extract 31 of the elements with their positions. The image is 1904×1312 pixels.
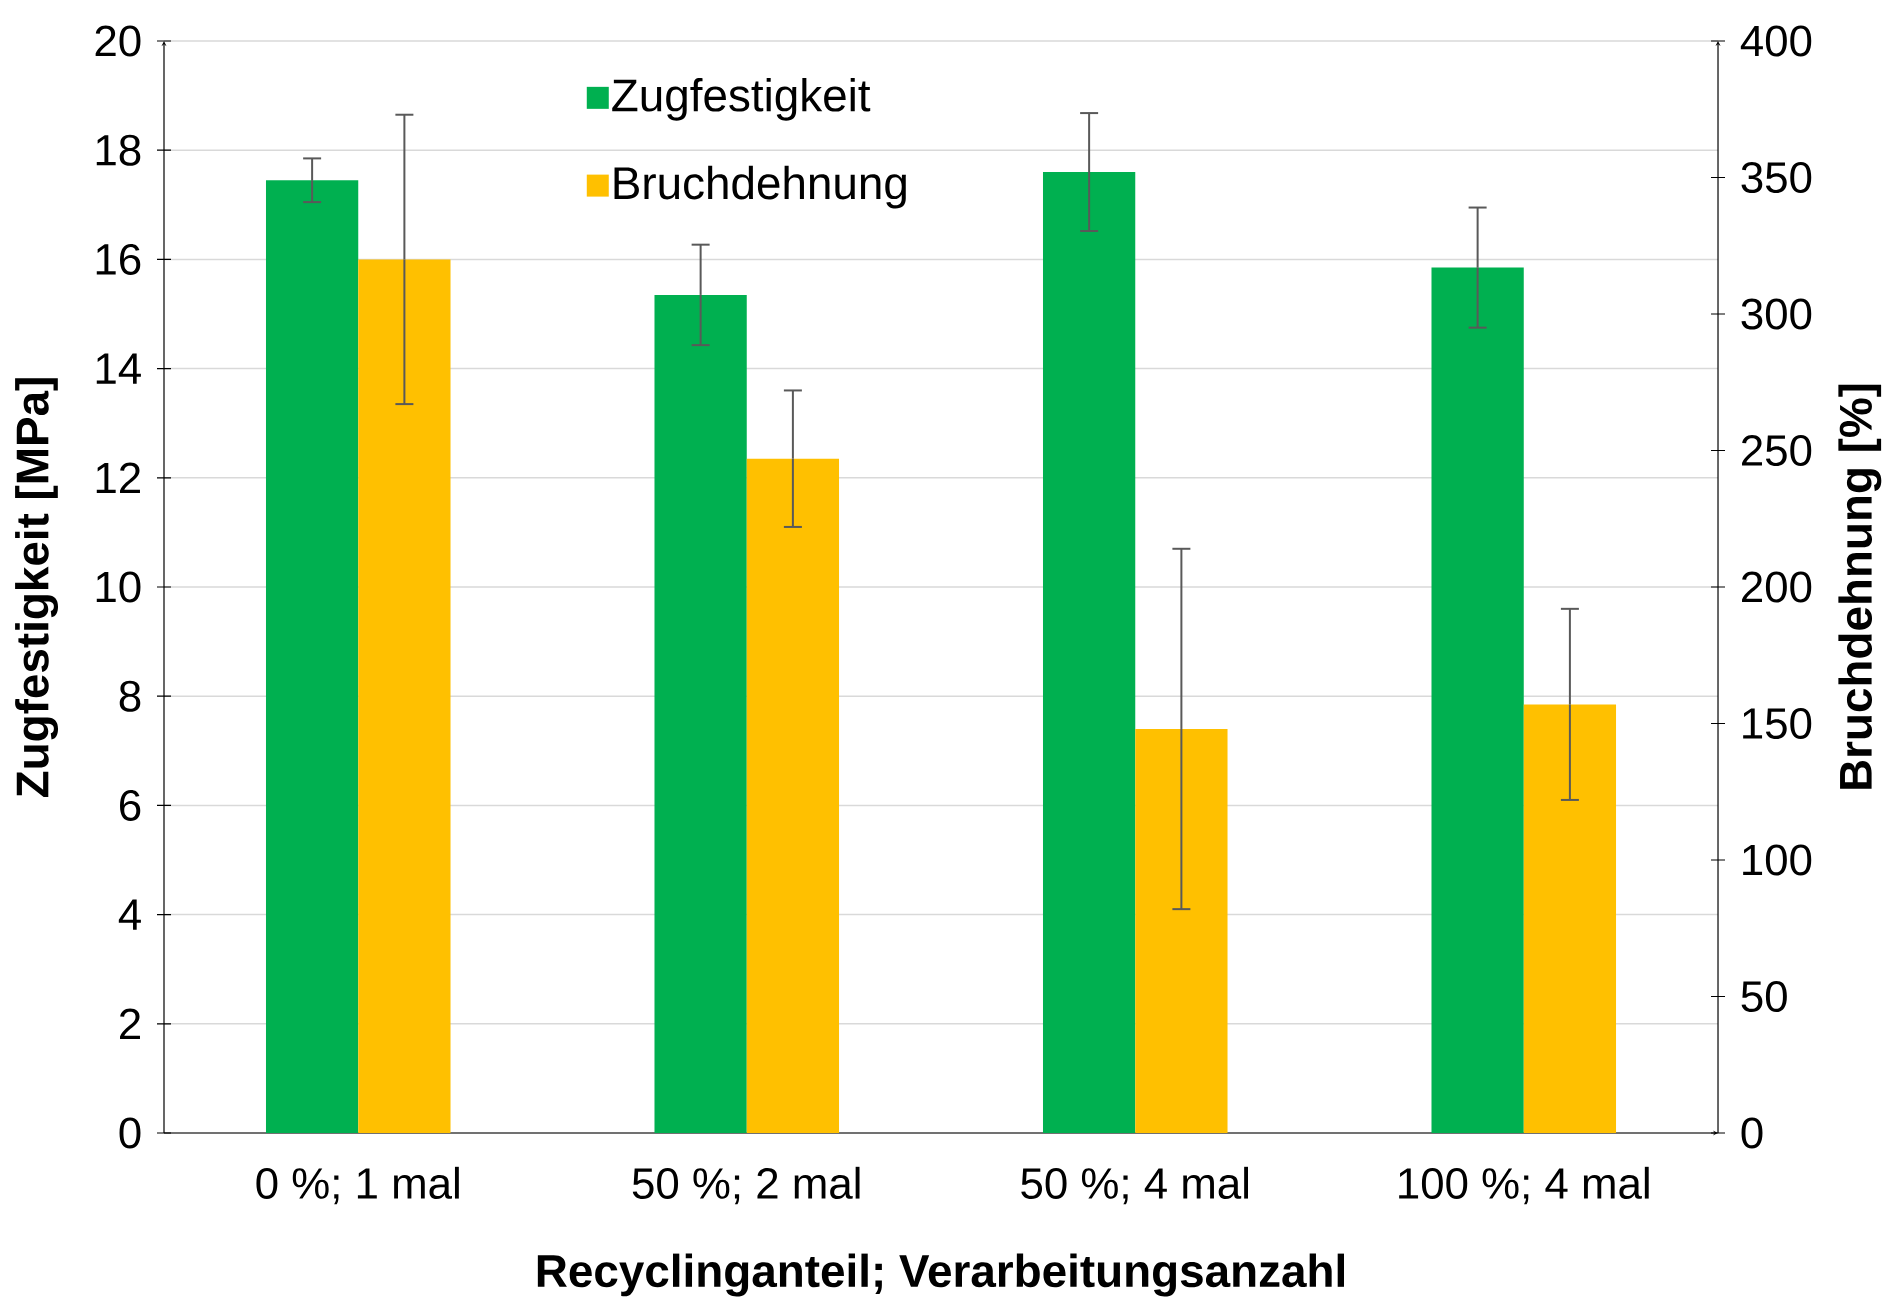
y2-tick-label: 50 <box>1741 980 1787 1013</box>
y-tick-label: 14 <box>96 353 141 384</box>
x-tick-label: 50 %; 4 mal <box>1021 1166 1249 1205</box>
bar <box>1431 267 1524 1133</box>
y2-tick-label: 400 <box>1740 25 1812 57</box>
y2-tick-label: 0 <box>1741 1117 1763 1149</box>
x-axis-title: Recyclinganteil; Verarbeitungsanzahl <box>537 1253 1344 1297</box>
y-tick-label: 20 <box>95 25 141 57</box>
y-tick-label: 12 <box>96 462 140 494</box>
x-tick-label: 50 %; 2 mal <box>632 1166 860 1205</box>
y-tick-label: 2 <box>120 1008 140 1040</box>
y-tick-label: 10 <box>96 571 141 603</box>
y2-tick-label: 100 <box>1743 844 1812 876</box>
y-tick-label: 6 <box>120 789 141 821</box>
bar <box>1042 172 1136 1133</box>
x-tick-label: 0 %; 1 mal <box>256 1166 459 1205</box>
y2-tick-label: 350 <box>1741 161 1812 194</box>
legend-label: Zugfestigkeit <box>612 77 871 121</box>
x-tick-label: 100 %; 4 mal <box>1399 1166 1649 1205</box>
y-tick-label: 0 <box>119 1117 141 1149</box>
y2-tick-label: 150 <box>1743 707 1812 740</box>
y2-tick-label: 200 <box>1742 571 1812 603</box>
y-tick-label: 16 <box>96 243 141 275</box>
y2-tick-label: 250 <box>1742 434 1812 467</box>
y2-tick-label: 300 <box>1741 298 1812 330</box>
y-tick-label: 4 <box>118 899 141 930</box>
y-tick-label: 8 <box>119 680 141 712</box>
y2-axis-title: Bruchdehnung [%] <box>1838 384 1882 789</box>
y-tick-label: 18 <box>96 134 141 166</box>
legend-label: Bruchdehnung <box>614 165 906 209</box>
y-axis-title: Zugfestigkeit [MPa] <box>15 378 59 797</box>
